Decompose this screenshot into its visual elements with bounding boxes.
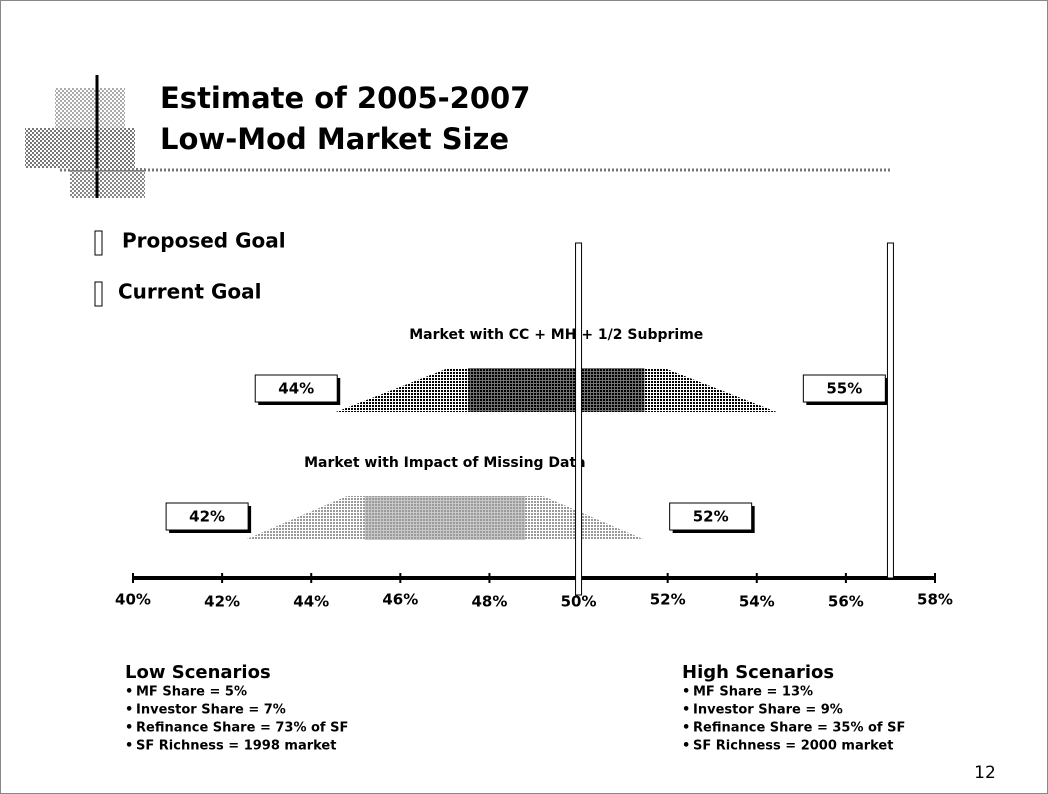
x-tick-label: 48% <box>471 593 507 611</box>
x-tick-label: 52% <box>650 591 686 609</box>
notes-item: Refinance Share = 35% of SF <box>693 721 905 736</box>
notes-bullet: • <box>125 739 133 754</box>
series-name: Market with CC + MH + 1/2 Subprime <box>409 327 703 343</box>
legend-label: Proposed Goal <box>122 229 286 253</box>
notes-item: Investor Share = 9% <box>693 703 843 718</box>
goal-line <box>575 242 583 596</box>
value-box <box>165 502 249 531</box>
notes-item: SF Richness = 1998 market <box>136 739 336 754</box>
value-label: 44% <box>278 380 314 398</box>
notes-bullet: • <box>682 703 690 718</box>
x-tick-label: 56% <box>828 593 864 611</box>
x-tick-label: 42% <box>204 593 240 611</box>
x-tick-label: 46% <box>382 591 418 609</box>
notes-item: MF Share = 13% <box>693 685 813 700</box>
legend-label: Current Goal <box>118 280 261 304</box>
legend-marker <box>94 230 103 256</box>
value-box <box>802 374 886 403</box>
notes-item: Refinance Share = 73% of SF <box>136 721 348 736</box>
value-box <box>254 374 338 403</box>
notes-item: SF Richness = 2000 market <box>693 739 893 754</box>
x-tick-label: 54% <box>739 593 775 611</box>
notes-bullet: • <box>125 703 133 718</box>
notes-item: Investor Share = 7% <box>136 703 286 718</box>
value-label: 55% <box>826 380 862 398</box>
value-label: 42% <box>189 508 225 526</box>
title-decoration <box>25 75 890 198</box>
range-core <box>364 496 526 540</box>
x-tick-label: 58% <box>917 591 953 609</box>
page-number: 12 <box>974 763 996 783</box>
title-line: Low-Mod Market Size <box>160 122 509 156</box>
x-tick-label: 40% <box>115 591 151 609</box>
notes-heading: High Scenarios <box>682 662 834 683</box>
notes-bullet: • <box>682 685 690 700</box>
value-box <box>669 502 753 531</box>
notes-item: MF Share = 5% <box>136 685 247 700</box>
notes-bullet: • <box>125 721 133 736</box>
notes-bullet: • <box>125 685 133 700</box>
title-line: Estimate of 2005-2007 <box>160 81 530 115</box>
notes-heading: Low Scenarios <box>125 662 271 683</box>
goal-line <box>886 242 894 579</box>
notes-bullet: • <box>682 739 690 754</box>
value-label: 52% <box>693 508 729 526</box>
series-name: Market with Impact of Missing Data <box>304 455 586 471</box>
legend-marker <box>94 281 103 307</box>
x-tick-label: 44% <box>293 593 329 611</box>
x-tick-label: 50% <box>561 593 597 611</box>
range-core <box>468 368 645 412</box>
notes-bullet: • <box>682 721 690 736</box>
